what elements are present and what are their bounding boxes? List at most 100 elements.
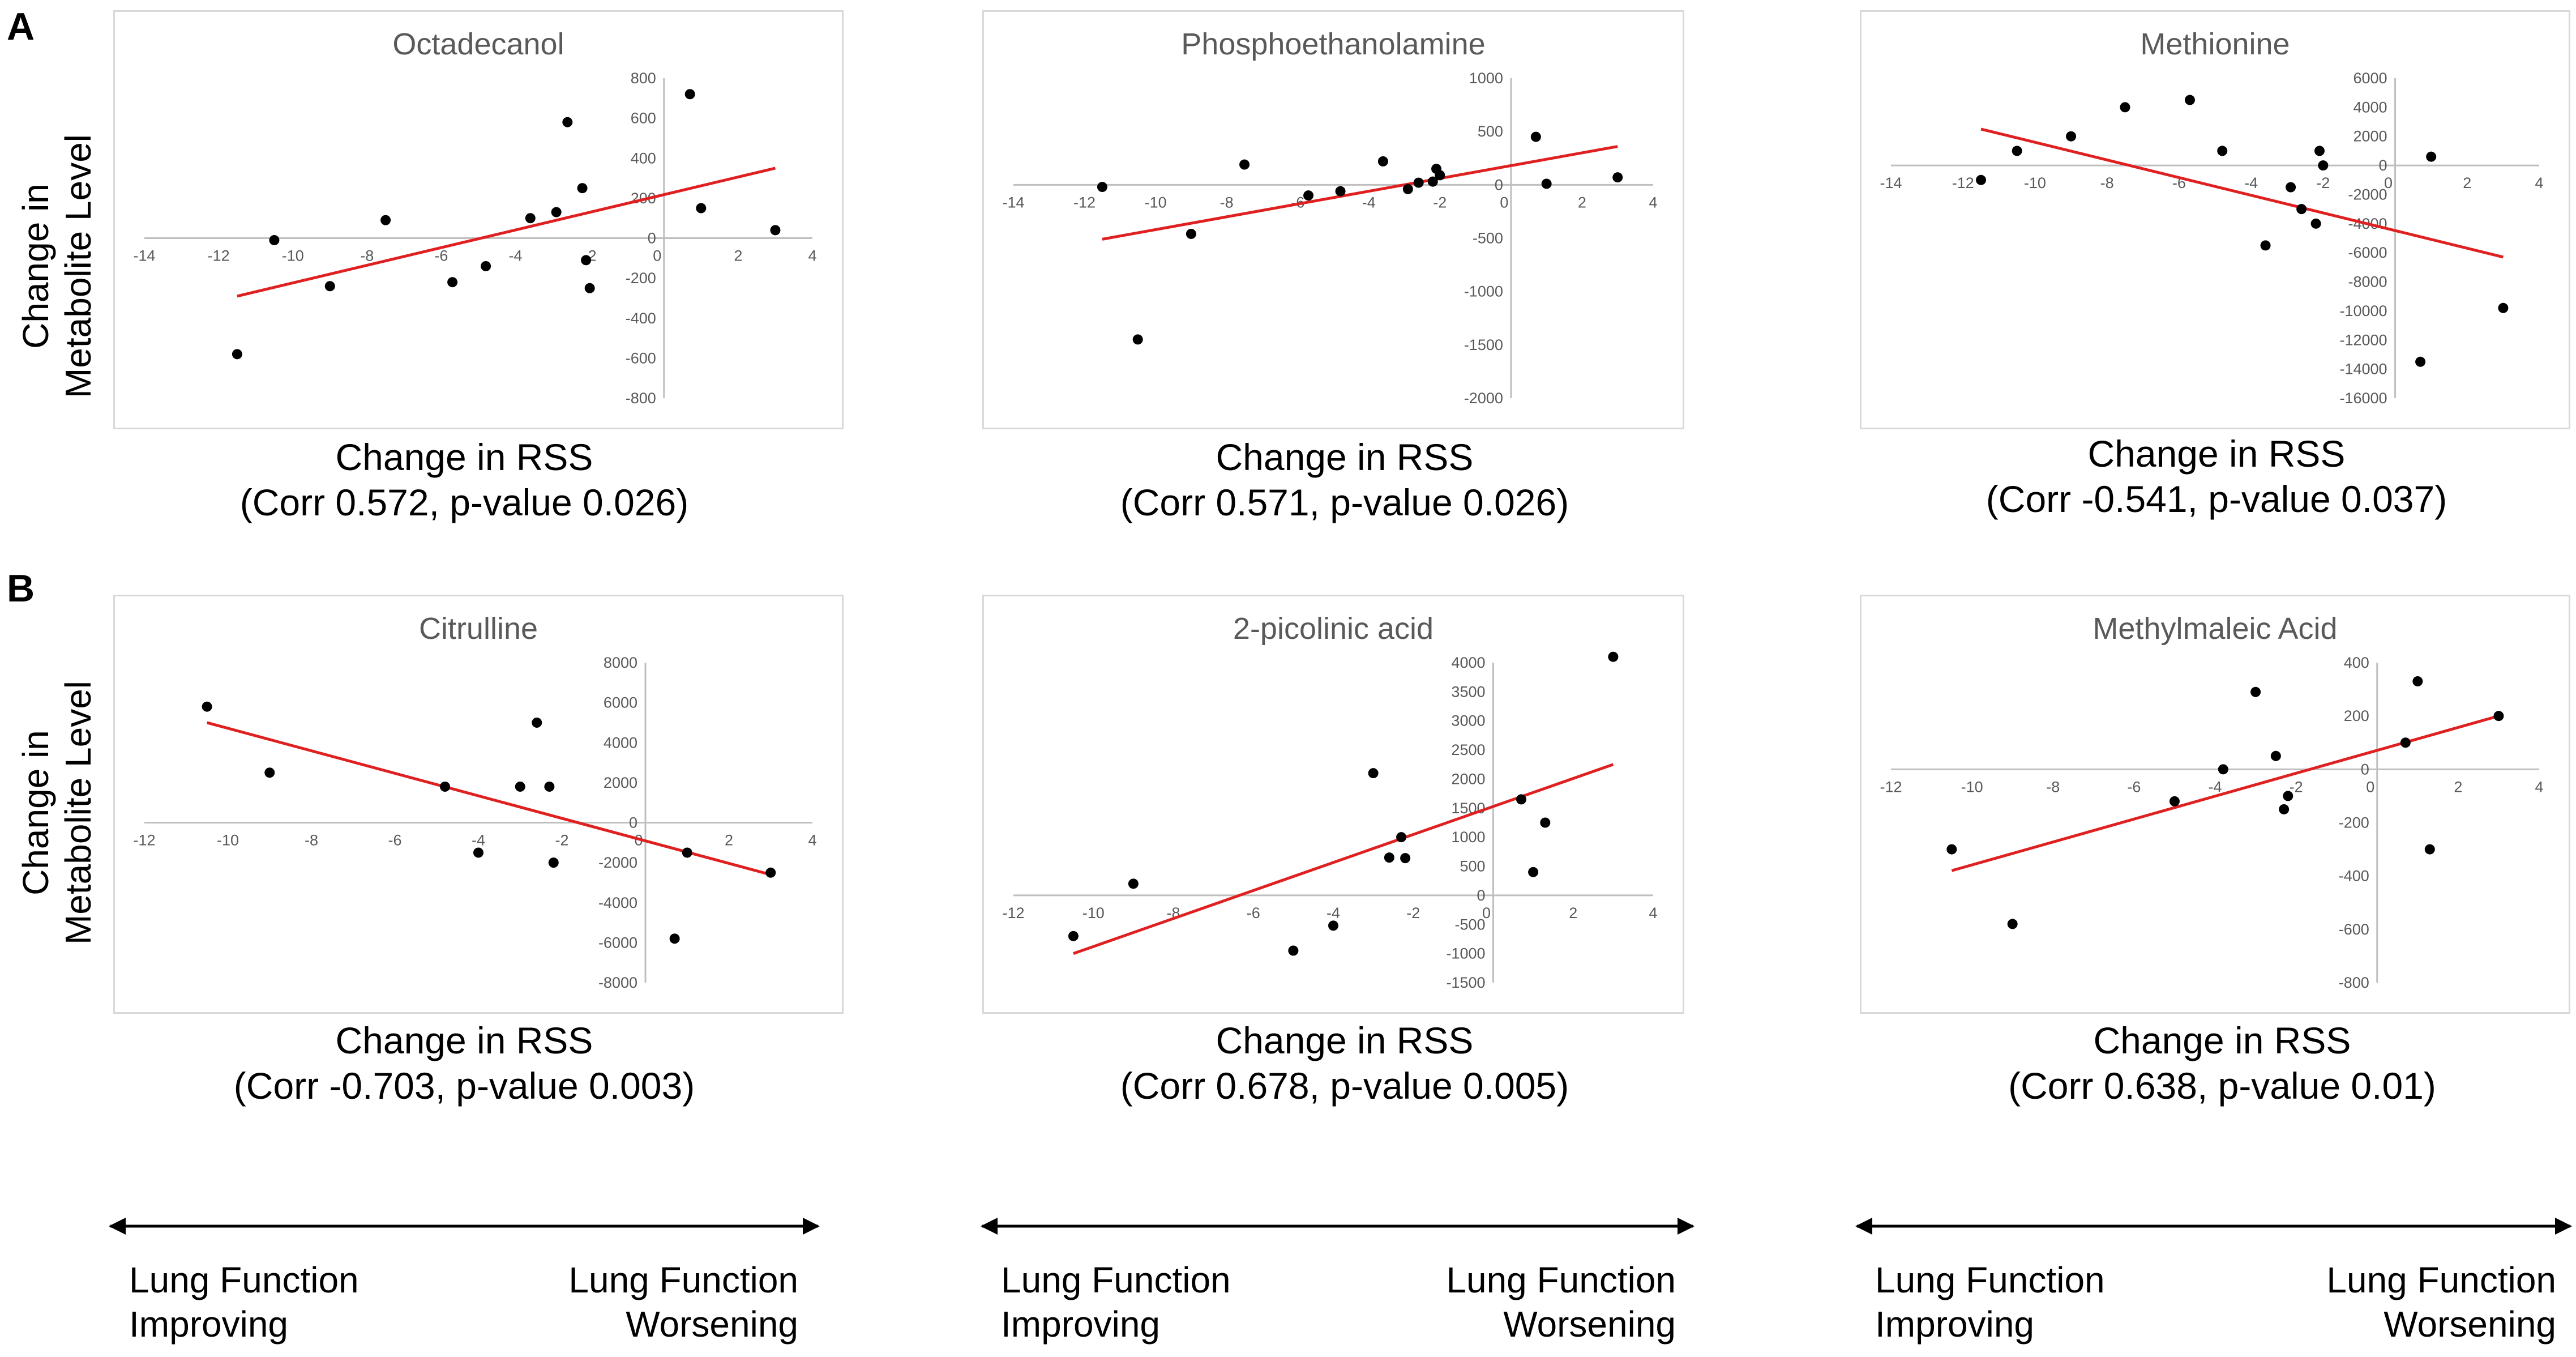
y-tick-label: 400	[2344, 654, 2369, 671]
chart-frame	[1860, 10, 2570, 429]
data-point	[2310, 218, 2321, 229]
chart-svg: Methylmaleic Acid-12 -10 -8 -6 -4 -2 0 2 4400200…	[1860, 595, 2570, 1014]
chart-title: Octadecanol	[392, 27, 564, 61]
chart-octadecanol: Octadecanol -14 -12 -10 -8 -6 -4 -2 0 2 4 800 600 400…	[113, 10, 844, 429]
caption-label: Change in RSS	[336, 436, 593, 478]
data-point	[2184, 95, 2195, 105]
data-point	[1612, 172, 1623, 183]
data-point	[2279, 804, 2290, 814]
lung-right-line1: Lung Function	[568, 1260, 798, 1300]
data-point	[669, 933, 680, 944]
x-tick-label: 0	[1482, 904, 1491, 921]
y-tick-label: -400	[626, 310, 656, 327]
data-point	[2169, 796, 2180, 806]
y-tick-label: 600	[631, 110, 656, 127]
chart-svg: 2-picolinic acid-12 -10 -8 -6 -4 -2 0 2 44000350…	[982, 595, 1684, 1014]
y-tick-label: -200	[2339, 814, 2369, 831]
y-tick-label: -1000	[1446, 945, 1485, 962]
y-tick-label: 0	[1495, 176, 1503, 193]
x-tick-label: -12	[133, 832, 155, 849]
y-tick-label: 500	[1460, 858, 1485, 875]
x-tick-label: -4	[509, 247, 523, 264]
trendline	[1980, 127, 2504, 259]
x-tick-label: 2	[1569, 904, 1577, 921]
x-tick-label: 2	[725, 832, 733, 849]
x-tick-label: 4	[808, 247, 816, 264]
x-tick-label: -8	[2046, 778, 2060, 795]
y-tick-label: -500	[1454, 916, 1485, 933]
x-tick-label: -8	[1220, 194, 1234, 211]
data-point	[2007, 919, 2018, 929]
y-tick-label: -2000	[2348, 186, 2387, 203]
x-tick-label: -12	[1880, 778, 1902, 795]
y-tick-label: -8000	[2348, 274, 2387, 291]
data-point	[1435, 170, 1445, 181]
data-point	[548, 857, 559, 868]
caption-stats: (Corr -0.703, p-value 0.003)	[234, 1065, 695, 1107]
x-tick-label: 2	[2454, 778, 2462, 795]
data-point	[232, 349, 242, 360]
x-tick-label: -14	[1880, 174, 1902, 191]
data-point	[2283, 791, 2293, 801]
trendline	[1102, 145, 1618, 241]
y-tick-label: -600	[626, 349, 656, 366]
data-point	[1335, 186, 1346, 197]
data-point	[447, 277, 458, 288]
data-point	[1368, 768, 1379, 779]
data-point	[1396, 832, 1407, 843]
captions-row-a: Change in RSS (Corr 0.572, p-value 0.026…	[240, 433, 2447, 523]
data-point	[1239, 159, 1250, 170]
y-tick-label: 4000	[2353, 99, 2387, 116]
data-point	[1608, 651, 1619, 662]
y-axis-label-a: Change in Metabolite Level	[15, 134, 99, 398]
y-tick-label: 0	[2361, 761, 2369, 778]
x-tick-label: -6	[1247, 904, 1260, 921]
data-point	[2314, 146, 2325, 156]
x-tick-label: -8	[360, 247, 374, 264]
lung-right-line1: Lung Function	[2326, 1260, 2556, 1300]
y-tick-label: -16000	[2339, 390, 2387, 407]
data-point	[380, 215, 391, 225]
data-point	[1516, 794, 1526, 805]
data-point	[515, 781, 525, 792]
data-point	[1400, 853, 1411, 864]
y-axis-label-line1: Change in	[15, 184, 56, 349]
y-tick-label: 6000	[604, 694, 637, 711]
y-tick-label: 6000	[2353, 70, 2387, 87]
chart-phosphoethanolamine: Phosphoethanolamine -14 -12 -10 -8 -6 -4 -2 0 2 4 1…	[982, 10, 1684, 429]
caption-label: Change in RSS	[336, 1019, 593, 1061]
x-tick-label: -6	[388, 832, 401, 849]
x-tick-label: -12	[1952, 174, 1974, 191]
data-point	[1528, 867, 1539, 877]
data-point	[1427, 176, 1438, 187]
y-tick-label: 2000	[2353, 128, 2387, 145]
x-tick-label: -4	[1362, 194, 1376, 211]
x-tick-label: -4	[2208, 778, 2222, 795]
chart-title: Citrulline	[419, 612, 538, 646]
y-tick-label: -1000	[1464, 283, 1503, 300]
data-point	[1541, 178, 1552, 189]
y-tick-label: 8000	[604, 654, 637, 671]
data-point	[2012, 146, 2022, 156]
x-tick-label: -14	[133, 247, 155, 264]
chart-frame	[1860, 595, 2570, 1014]
caption-stats: (Corr 0.638, p-value 0.01)	[2008, 1065, 2436, 1107]
chart-citrulline: Citrulline -12 -10 -8 -6 -4 -2 0 2 4 8000 6000 4000 2…	[113, 595, 844, 1014]
data-point	[269, 235, 280, 246]
data-point	[481, 261, 491, 271]
y-tick-label: 3500	[1451, 683, 1485, 700]
data-point	[1132, 334, 1143, 345]
x-tick-label: 2	[734, 247, 742, 264]
chart-methionine: Methionine -14 -12 -10 -8 -6 -4 -2 0 2 4 6000 4000 20…	[1860, 10, 2570, 429]
data-point	[682, 847, 692, 858]
y-tick-label: 0	[648, 230, 656, 247]
y-tick-label: -400	[2339, 868, 2369, 885]
data-point	[1530, 131, 1541, 142]
data-point	[1413, 177, 1424, 188]
data-point	[696, 203, 707, 214]
data-point	[2415, 356, 2426, 367]
lung-left-line2: Improving	[129, 1304, 288, 1345]
caption-stats: (Corr 0.678, p-value 0.005)	[1120, 1065, 1569, 1107]
y-tick-label: -500	[1473, 230, 1503, 247]
x-tick-label: -6	[2127, 778, 2141, 795]
